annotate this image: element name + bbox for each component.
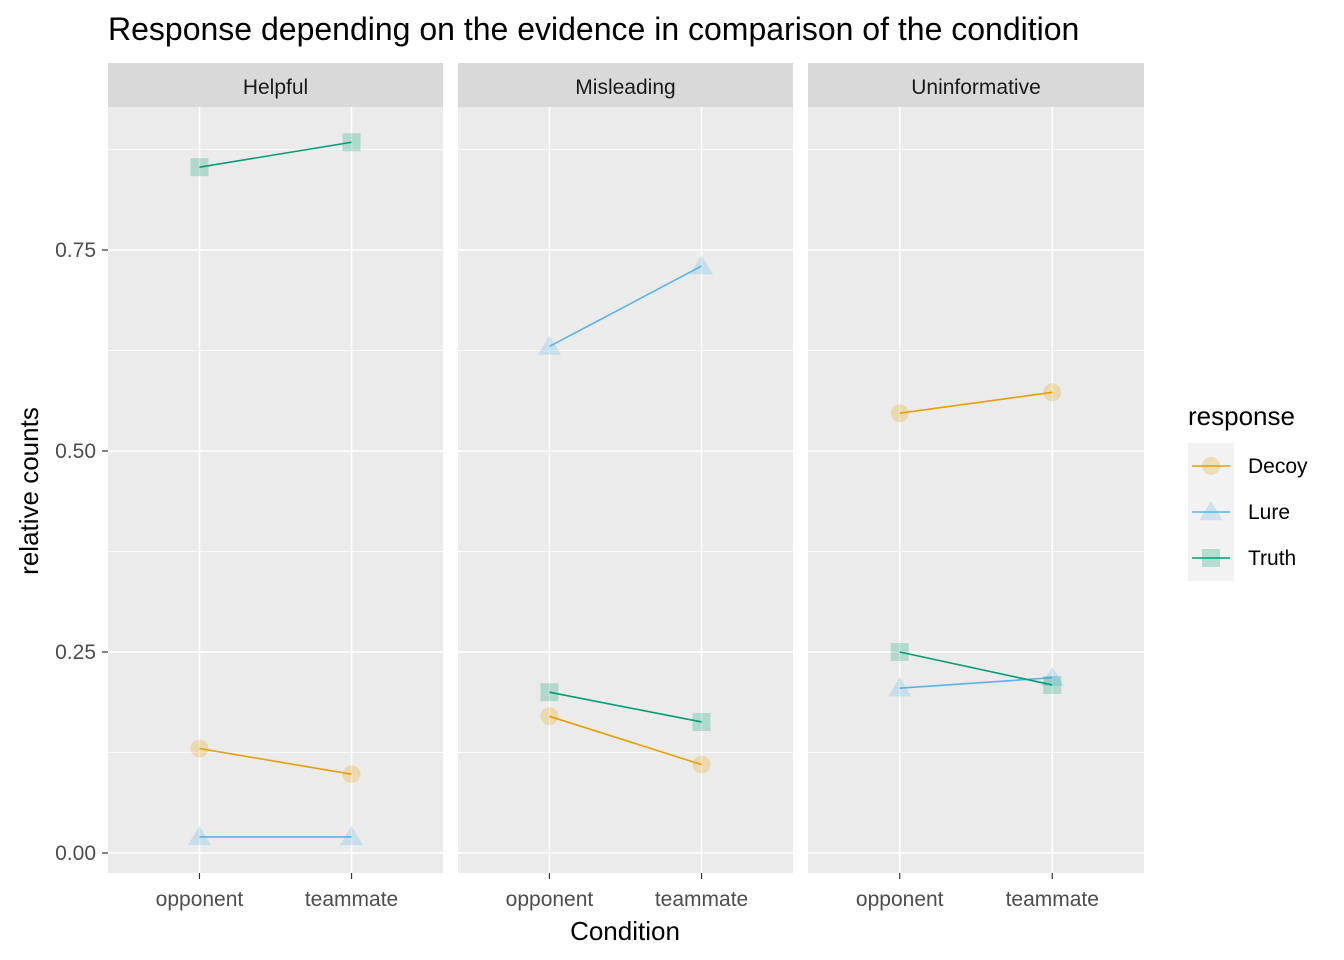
panel-helpful: Helpful opponent teammate bbox=[108, 63, 443, 911]
point-decoy-opponent bbox=[540, 707, 559, 726]
y-axis-title: relative counts bbox=[14, 407, 44, 575]
x-tick-label-opponent: opponent bbox=[506, 888, 594, 911]
series-line-decoy bbox=[899, 391, 1053, 415]
legend-item-lure: Lure bbox=[1188, 489, 1290, 535]
series-line-lure bbox=[549, 265, 702, 348]
y-tick-label: 0.25 bbox=[55, 641, 96, 664]
legend-label-truth: Truth bbox=[1248, 547, 1296, 570]
point-decoy-teammate bbox=[342, 765, 361, 784]
series-decoy-helpful bbox=[190, 739, 361, 784]
y-axis: 0.00 0.25 0.50 0.75 bbox=[55, 239, 108, 865]
series-decoy-misleading bbox=[540, 707, 711, 774]
point-truth-opponent bbox=[190, 158, 209, 177]
plot-area-uninformative bbox=[808, 107, 1144, 873]
y-tick-label: 0.00 bbox=[55, 842, 96, 865]
legend-item-decoy: Decoy bbox=[1188, 443, 1308, 489]
x-axis-title: Condition bbox=[570, 916, 680, 946]
legend-key-circle-icon bbox=[1202, 457, 1220, 475]
x-tick-label-teammate: teammate bbox=[655, 888, 748, 911]
y-tick-label: 0.75 bbox=[55, 239, 96, 262]
series-truth-misleading bbox=[540, 683, 711, 731]
panel-uninformative: Uninformative opponent teammate bbox=[808, 63, 1144, 911]
series-truth-helpful bbox=[190, 133, 361, 177]
strip-label-uninformative: Uninformative bbox=[911, 76, 1041, 99]
point-lure-opponent bbox=[888, 677, 912, 697]
point-truth-opponent bbox=[890, 643, 909, 661]
strip-uninformative bbox=[808, 63, 1144, 107]
x-tick-label-opponent: opponent bbox=[856, 888, 944, 911]
legend: response Decoy Lure Truth bbox=[1188, 401, 1308, 581]
strip-misleading bbox=[458, 63, 793, 107]
x-tick-label-teammate: teammate bbox=[305, 888, 398, 911]
legend-item-truth: Truth bbox=[1188, 535, 1296, 581]
series-decoy-uninformative bbox=[890, 383, 1062, 423]
legend-key-triangle-icon bbox=[1199, 501, 1223, 521]
point-decoy-opponent bbox=[190, 739, 209, 758]
plot-area-misleading bbox=[458, 107, 793, 873]
series-line-truth bbox=[199, 141, 352, 168]
strip-helpful bbox=[108, 63, 443, 107]
strip-label-helpful: Helpful bbox=[243, 76, 308, 99]
point-truth-teammate bbox=[342, 133, 361, 152]
plot-area-helpful bbox=[108, 107, 443, 873]
series-truth-uninformative bbox=[890, 643, 1062, 694]
legend-label-lure: Lure bbox=[1248, 501, 1290, 524]
legend-label-decoy: Decoy bbox=[1248, 455, 1308, 478]
x-tick-label-opponent: opponent bbox=[156, 888, 244, 911]
legend-title: response bbox=[1188, 401, 1295, 431]
point-truth-opponent bbox=[540, 683, 559, 702]
series-line-decoy bbox=[549, 715, 702, 766]
panel-misleading: Misleading opponent teammate bbox=[458, 63, 793, 911]
point-lure-teammate bbox=[339, 825, 364, 846]
point-lure-opponent bbox=[187, 825, 212, 846]
point-lure-teammate bbox=[1040, 666, 1064, 686]
point-truth-teammate bbox=[692, 712, 711, 731]
series-lure-helpful bbox=[187, 825, 364, 846]
point-decoy-teammate bbox=[692, 755, 711, 774]
series-lure-misleading bbox=[537, 255, 714, 355]
chart-title: Response depending on the evidence in co… bbox=[108, 11, 1079, 47]
series-line-truth bbox=[549, 691, 702, 723]
point-decoy-teammate bbox=[1043, 383, 1062, 402]
legend-key-square-icon bbox=[1202, 549, 1220, 567]
series-line-decoy bbox=[199, 747, 352, 775]
point-lure-teammate bbox=[689, 255, 714, 275]
panels-layer: Helpful opponent teammate Misleading opponen… bbox=[108, 63, 1144, 911]
point-decoy-opponent bbox=[890, 404, 909, 423]
strip-label-misleading: Misleading bbox=[575, 76, 675, 99]
y-tick-label: 0.50 bbox=[55, 440, 96, 463]
point-truth-teammate bbox=[1043, 675, 1062, 694]
x-tick-label-teammate: teammate bbox=[1006, 888, 1099, 911]
point-lure-opponent bbox=[537, 335, 562, 355]
series-line-truth bbox=[899, 651, 1053, 686]
